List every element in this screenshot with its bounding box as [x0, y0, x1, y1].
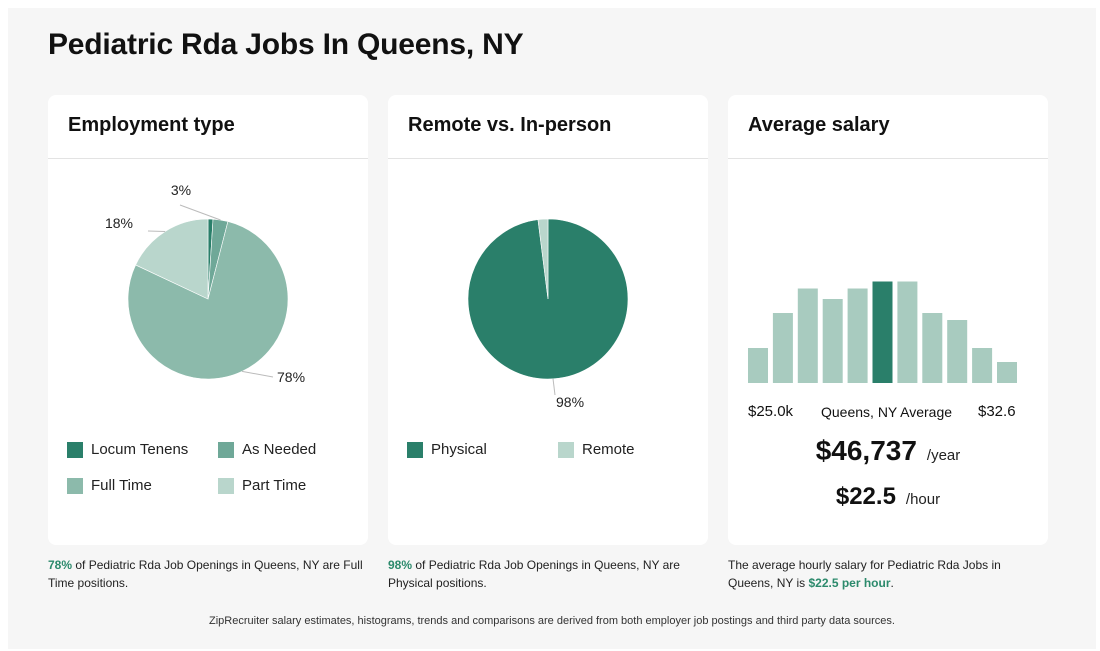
histogram-bar — [772, 313, 793, 383]
legend-swatch — [558, 441, 574, 458]
pie-data-label: 18% — [105, 215, 133, 231]
pie-slice-remote — [537, 218, 549, 300]
legend-as-needed: As Needed — [218, 441, 316, 458]
pie-data-label: 3% — [171, 182, 191, 198]
salary-histogram — [748, 281, 1017, 383]
average-salary-card: Average salary $25.0k Queens, NY Average… — [728, 95, 1048, 545]
pie-data-label: 98% — [556, 394, 584, 410]
caption-highlight: $22.5 per hour — [808, 576, 891, 590]
page-title: Pediatric Rda Jobs In Queens, NY — [48, 28, 524, 61]
legend-remote: Remote — [558, 441, 635, 458]
histogram-bar — [872, 281, 893, 383]
salary-min-label: $25.0k — [748, 403, 794, 420]
legend-part-time: Part Time — [218, 477, 306, 494]
pie-label-leader — [552, 378, 556, 396]
histogram-bar — [947, 320, 968, 383]
legend-swatch — [218, 441, 234, 458]
caption-text: of Pediatric Rda Job Openings in Queens,… — [48, 558, 363, 590]
legend-physical: Physical — [407, 441, 487, 458]
histogram-bar — [922, 313, 943, 383]
caption-text: of Pediatric Rda Job Openings in Queens,… — [388, 558, 680, 590]
histogram-bar — [897, 281, 918, 383]
legend-label: Full Time — [91, 477, 152, 494]
legend-label: Locum Tenens — [91, 441, 189, 458]
salary-average-label: Queens, NY Average — [821, 404, 953, 420]
legend-locum-tenens: Locum Tenens — [67, 441, 188, 458]
salary-caption: The average hourly salary for Pediatric … — [728, 556, 1028, 592]
pie-data-label: 78% — [277, 369, 305, 385]
legend-swatch — [407, 441, 423, 458]
legend-full-time: Full Time — [67, 477, 152, 494]
hourly-salary-value: $22.5 — [835, 483, 896, 510]
salary-max-label: $32.6 — [978, 403, 1016, 420]
employment-type-title: Employment type — [48, 95, 368, 159]
histogram-bar — [972, 348, 993, 383]
footer-note: ZipRecruiter salary estimates, histogram… — [209, 615, 895, 627]
remote-caption: 98% of Pediatric Rda Job Openings in Que… — [388, 556, 698, 592]
caption-text: The average hourly salary for Pediatric … — [728, 558, 1001, 590]
salary-title: Average salary — [728, 95, 1048, 159]
remote-pie-chart: 98% — [467, 218, 629, 410]
caption-highlight: 78% — [48, 558, 73, 572]
histogram-bar — [822, 299, 843, 383]
hourly-salary-unit: /hour — [905, 491, 941, 508]
histogram-bar — [797, 288, 818, 383]
employment-type-card: Employment type 3% 78% 18% Locum Tenens As… — [48, 95, 368, 545]
yearly-salary: $46,737/year — [728, 435, 1048, 467]
legend-label: Remote — [582, 441, 635, 458]
legend-label: As Needed — [242, 441, 317, 458]
yearly-salary-unit: /year — [926, 447, 961, 464]
employment-caption: 78% of Pediatric Rda Job Openings in Que… — [48, 556, 373, 592]
hourly-salary: $22.5/hour — [728, 483, 1048, 511]
pie-label-leader — [179, 204, 221, 221]
caption-text-end: . — [890, 576, 894, 590]
pie-slice-full-time — [127, 221, 289, 380]
histogram-bar — [748, 348, 768, 383]
legend-swatch — [67, 441, 83, 458]
caption-highlight: 98% — [388, 558, 413, 572]
pie-label-leader — [241, 370, 274, 378]
page: Pediatric Rda Jobs In Queens, NY Employm… — [8, 8, 1096, 649]
legend-swatch — [67, 477, 83, 494]
pie-slice-part-time — [135, 218, 209, 300]
yearly-salary-value: $46,737 — [815, 435, 917, 466]
histogram-bar — [847, 288, 868, 383]
histogram-bar — [997, 362, 1017, 383]
legend-label: Part Time — [242, 477, 307, 494]
legend-label: Physical — [431, 441, 487, 458]
legend-swatch — [218, 477, 234, 494]
remote-vs-in-person-card: Remote vs. In-person 98% Physical Remote — [388, 95, 708, 545]
remote-title: Remote vs. In-person — [388, 95, 708, 159]
employment-type-pie-chart: 3% 78% 18% — [105, 182, 305, 385]
